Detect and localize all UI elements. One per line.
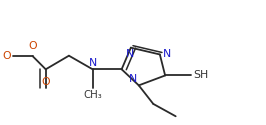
Text: O: O (41, 77, 50, 87)
Text: O: O (3, 51, 11, 61)
Text: N: N (129, 74, 138, 84)
Text: N: N (163, 49, 171, 59)
Text: N: N (126, 49, 134, 59)
Text: O: O (28, 41, 37, 51)
Text: CH₃: CH₃ (83, 90, 102, 100)
Text: SH: SH (194, 70, 209, 81)
Text: N: N (89, 58, 97, 68)
